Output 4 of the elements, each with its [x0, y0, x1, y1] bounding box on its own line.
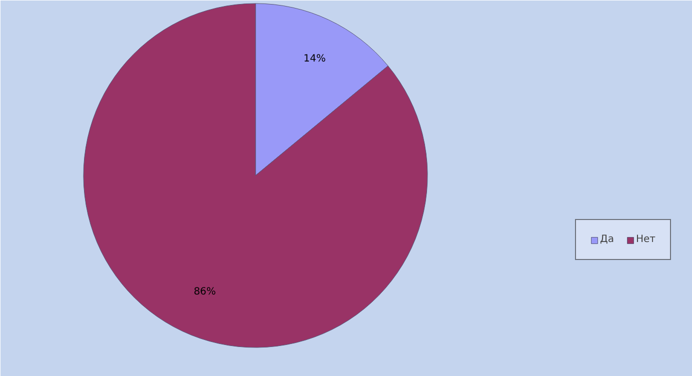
- data-label: 86%: [194, 286, 216, 298]
- data-label: 14%: [304, 53, 326, 64]
- legend-label: Нет: [636, 234, 656, 245]
- legend-label: Да: [600, 234, 615, 245]
